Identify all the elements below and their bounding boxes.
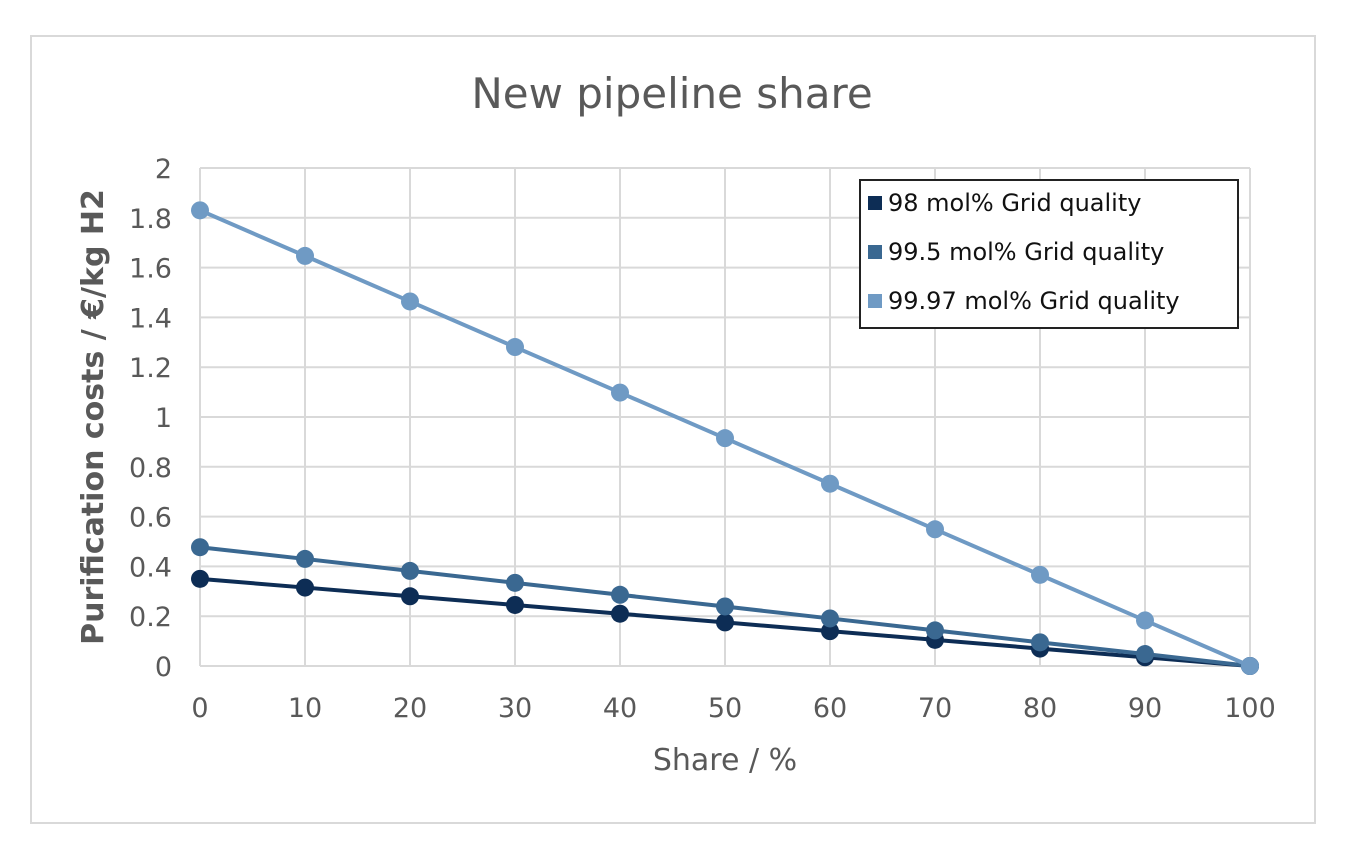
legend-label: 99.97 mol% Grid quality — [888, 287, 1180, 315]
y-tick-label: 1.6 — [129, 254, 172, 285]
y-tick-label: 1 — [155, 403, 172, 434]
y-tick-label: 1.4 — [129, 303, 172, 334]
x-axis-label: Share / % — [653, 743, 797, 778]
data-point — [1031, 633, 1049, 652]
y-tick-label: 0 — [155, 652, 172, 683]
legend-label: 99.5 mol% Grid quality — [888, 238, 1164, 266]
x-tick-label: 50 — [708, 693, 742, 724]
data-point — [611, 585, 629, 604]
data-point — [506, 595, 524, 614]
y-tick-label: 2 — [155, 154, 172, 185]
data-point — [1136, 645, 1154, 664]
y-tick-label: 0.4 — [129, 552, 172, 583]
data-point — [716, 429, 734, 448]
data-point — [1136, 611, 1154, 630]
x-tick-label: 80 — [1023, 693, 1057, 724]
data-point — [821, 609, 839, 628]
x-tick-label: 60 — [813, 693, 847, 724]
data-point — [191, 569, 209, 588]
data-point — [506, 338, 524, 357]
x-tick-label: 40 — [603, 693, 637, 724]
x-tick-label: 0 — [191, 693, 208, 724]
x-tick-label: 90 — [1128, 693, 1162, 724]
x-tick-label: 70 — [918, 693, 952, 724]
data-point — [401, 587, 419, 606]
legend-label: 98 mol% Grid quality — [888, 189, 1141, 217]
data-point — [716, 597, 734, 616]
data-point — [191, 538, 209, 557]
x-tick-label: 100 — [1224, 693, 1276, 724]
data-point — [296, 246, 314, 265]
data-point — [506, 573, 524, 592]
data-point — [611, 383, 629, 402]
data-point — [611, 604, 629, 623]
x-tick-label: 10 — [288, 693, 322, 724]
data-point — [1031, 565, 1049, 584]
y-axis-label: Purification costs / €/kg H2 — [76, 189, 111, 645]
data-point — [821, 474, 839, 493]
x-tick-label: 30 — [498, 693, 532, 724]
data-point — [296, 578, 314, 597]
data-point — [191, 201, 209, 220]
y-tick-label: 0.8 — [129, 453, 172, 484]
data-point — [401, 292, 419, 311]
legend: 98 mol% Grid quality 99.5 mol% Grid quali… — [859, 179, 1239, 329]
data-point — [1241, 657, 1259, 675]
x-tick-label: 20 — [393, 693, 427, 724]
chart-frame — [30, 35, 1316, 824]
y-tick-label: 1.8 — [129, 204, 172, 235]
data-point — [296, 549, 314, 568]
data-point — [716, 613, 734, 632]
chart-title: New pipeline share — [471, 69, 872, 118]
data-point — [926, 520, 944, 539]
y-tick-label: 1.2 — [129, 353, 172, 384]
legend-swatch — [868, 196, 882, 210]
data-point — [926, 621, 944, 640]
legend-swatch — [868, 245, 882, 259]
y-tick-label: 0.6 — [129, 503, 172, 534]
data-point — [821, 622, 839, 641]
y-tick-label: 0.2 — [129, 602, 172, 633]
legend-swatch — [868, 294, 882, 308]
data-point — [401, 561, 419, 580]
